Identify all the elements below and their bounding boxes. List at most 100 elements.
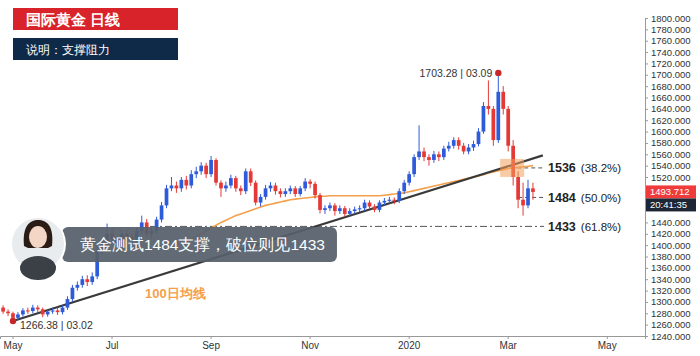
candle-body (199, 166, 203, 172)
candle-body (462, 146, 466, 152)
y-tick: 1520.000 (645, 172, 691, 183)
y-tick: 1580.000 (645, 137, 691, 148)
candle-body (284, 191, 288, 194)
candle-body (16, 314, 20, 317)
title-box (13, 8, 178, 30)
candle (36, 305, 40, 312)
candle-body (452, 140, 456, 146)
x-tick: Sep (202, 336, 220, 351)
candle-body (214, 160, 218, 183)
y-tick-mark (645, 29, 648, 30)
candle (165, 185, 169, 208)
candle (353, 207, 357, 214)
candle-body (412, 157, 416, 174)
y-tick-mark (645, 325, 648, 326)
candle (472, 141, 476, 151)
candle (412, 154, 416, 177)
y-tick-label: 1680.000 (651, 81, 691, 92)
candle (194, 167, 198, 178)
y-tick-mark (645, 177, 648, 178)
candle (427, 154, 431, 165)
y-tick-label: 1440.000 (651, 217, 691, 228)
candle-body (175, 186, 179, 189)
candle-body (209, 160, 213, 174)
y-tick-mark (645, 41, 648, 42)
candle-body (318, 195, 322, 210)
y-tick-mark (645, 222, 648, 223)
y-tick: 1660.000 (645, 92, 691, 103)
caption: 黄金测试1484支撑，破位则见1433 (62, 227, 337, 262)
candle-body (269, 186, 273, 189)
y-tick-label: 1240.000 (651, 331, 691, 342)
low-marker (10, 318, 16, 324)
candle-body (11, 313, 15, 318)
candle-body (373, 207, 377, 210)
candle-body (31, 308, 35, 311)
candle (61, 305, 65, 314)
candle (56, 308, 60, 315)
y-tick-mark (645, 245, 648, 246)
candle (189, 170, 193, 188)
candle-body (402, 183, 406, 192)
candle-body (427, 157, 431, 160)
candle-body (496, 92, 500, 140)
subtitle-box (13, 38, 178, 60)
candle (432, 151, 436, 163)
level-value: 1433 (548, 220, 576, 234)
candle-body (234, 178, 238, 188)
y-tick-mark (645, 291, 648, 292)
level-label: 1536(38.2%) (548, 161, 621, 175)
candle-body (531, 188, 535, 192)
candle (387, 197, 391, 204)
candle-body (194, 171, 198, 174)
x-axis-line (1, 337, 646, 340)
y-tick-label: 1520.000 (651, 172, 691, 183)
candle (175, 182, 179, 193)
y-tick-mark (645, 18, 648, 19)
candle (482, 102, 486, 134)
candle-body (397, 191, 401, 201)
candle-body (353, 209, 357, 211)
y-tick-label: 1260.000 (651, 319, 691, 330)
x-tick-mark (112, 336, 113, 339)
x-tick-label: May (4, 340, 23, 351)
candle (358, 205, 362, 212)
candle (293, 186, 297, 197)
candle-body (293, 188, 297, 194)
y-tick: 1600.000 (645, 126, 691, 137)
candle (462, 143, 466, 154)
high-marker (495, 70, 501, 76)
candle (417, 125, 421, 160)
y-tick: 1420.000 (645, 228, 691, 239)
candle-body (303, 182, 307, 189)
caption-box (62, 227, 337, 262)
chart-svg: 1800.0001780.0001760.0001740.0001720.000… (0, 0, 700, 356)
candle-body (338, 208, 342, 211)
candle-body (239, 188, 243, 191)
x-tick: 2020 (398, 336, 421, 351)
candle (308, 179, 312, 188)
x-tick: Nov (301, 336, 319, 351)
candle-body (526, 188, 530, 205)
y-tick-mark (645, 86, 648, 87)
candle (363, 200, 367, 211)
candle-body (328, 205, 332, 208)
y-tick: 1380.000 (645, 251, 691, 262)
candle-body (219, 183, 223, 189)
candle-body (254, 183, 258, 203)
candle-body (189, 174, 193, 185)
last-time-label: 20:41:35 (650, 199, 687, 210)
candle (447, 142, 451, 152)
candle (180, 177, 184, 192)
candle-body (244, 171, 248, 191)
candle (239, 186, 243, 196)
candle-body (170, 186, 174, 189)
candle (402, 180, 406, 194)
x-tick: May (598, 336, 617, 351)
plot-marks (1, 73, 544, 321)
level-line (518, 197, 544, 198)
candle (71, 285, 75, 302)
x-tick-mark (310, 336, 311, 339)
y-tick: 1320.000 (645, 285, 691, 296)
candle (41, 308, 45, 318)
